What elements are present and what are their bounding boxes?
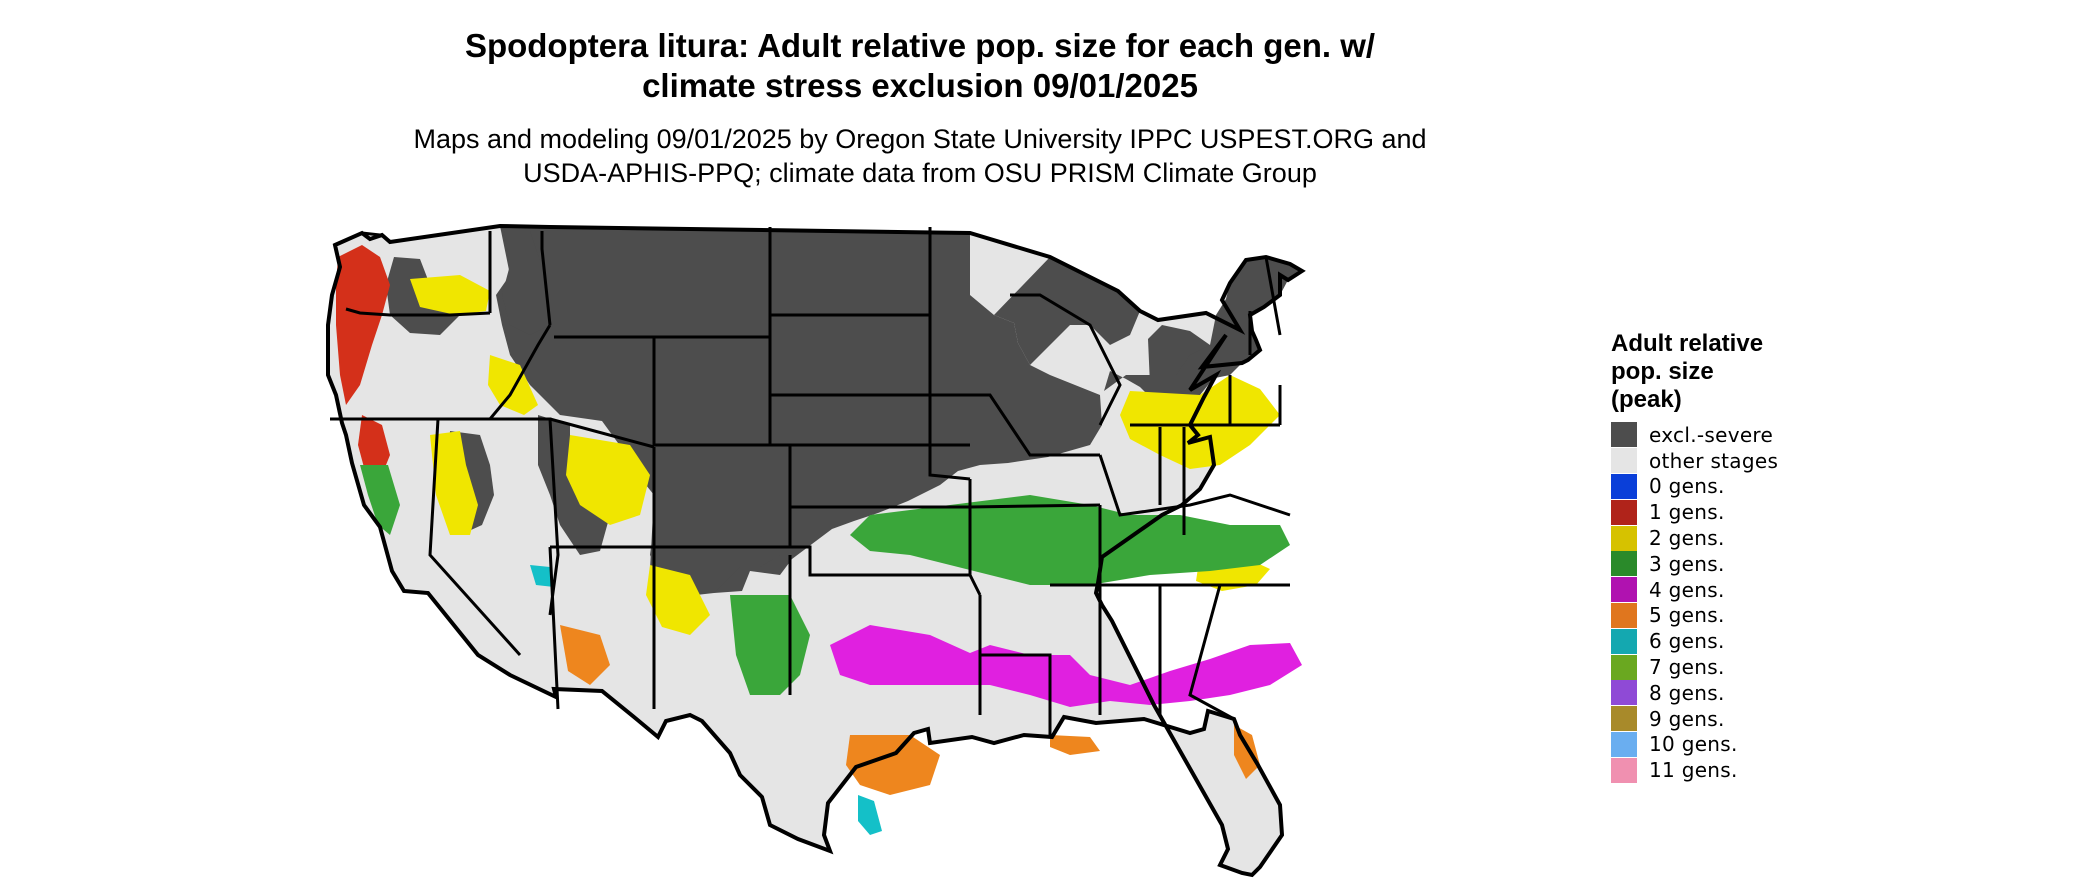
generation-4-zones xyxy=(830,625,1302,707)
legend-item: 7 gens. xyxy=(1611,654,1931,680)
gen6-zone-arizona xyxy=(530,565,554,587)
legend-label: 3 gens. xyxy=(1649,551,1725,576)
gen2-zone-washington xyxy=(410,275,490,315)
legend-item: 5 gens. xyxy=(1611,602,1931,629)
legend-swatch xyxy=(1611,602,1637,628)
legend-swatch xyxy=(1611,731,1637,757)
legend-swatch xyxy=(1611,551,1637,577)
excluded-region-new-england xyxy=(1104,257,1302,401)
legend-label: 8 gens. xyxy=(1649,680,1725,705)
legend-swatch xyxy=(1611,706,1637,732)
us-population-map xyxy=(326,223,1306,878)
legend-item: 3 gens. xyxy=(1611,551,1931,577)
legend-swatch xyxy=(1611,525,1637,551)
legend-label: 0 gens. xyxy=(1649,474,1725,499)
legend-item: 0 gens. xyxy=(1611,473,1931,500)
legend: Adult relative pop. size (peak) excl.-se… xyxy=(1611,330,1931,783)
legend-label: 10 gens. xyxy=(1649,732,1738,757)
legend-label: 11 gens. xyxy=(1649,758,1738,783)
gen2-zone-idaho xyxy=(488,355,538,415)
legend-item: excl.-severe xyxy=(1611,422,1931,448)
legend-title-line-2: pop. size xyxy=(1611,358,1714,385)
gen3-zone-central-valley xyxy=(360,465,400,535)
gen4-zone-southern-belt xyxy=(830,625,1302,707)
gen3-zone-mid-south xyxy=(850,495,1290,585)
legend-items: excl.-severe other stages 0 gens. 1 gens. 2 … xyxy=(1611,422,1931,783)
map-title-line-2: climate stress exclusion 09/01/2025 xyxy=(642,67,1198,104)
legend-label: 6 gens. xyxy=(1649,629,1725,654)
legend-item: 11 gens. xyxy=(1611,757,1931,783)
map-subtitle-line-1: Maps and modeling 09/01/2025 by Oregon S… xyxy=(413,124,1427,154)
legend-item: 1 gens. xyxy=(1611,499,1931,525)
legend-item: 6 gens. xyxy=(1611,628,1931,654)
legend-item: 2 gens. xyxy=(1611,525,1931,551)
legend-item: 10 gens. xyxy=(1611,731,1931,758)
legend-item: 8 gens. xyxy=(1611,680,1931,706)
legend-swatch xyxy=(1611,654,1637,680)
state-borders xyxy=(330,227,1291,735)
legend-label: 4 gens. xyxy=(1649,577,1725,602)
gen1-zone-pacific-northwest xyxy=(336,245,390,405)
legend-label: 9 gens. xyxy=(1649,706,1725,731)
gen6-zone-south-texas xyxy=(858,795,882,835)
legend-label: 1 gens. xyxy=(1649,500,1725,525)
legend-swatch xyxy=(1611,680,1637,706)
legend-swatch xyxy=(1611,422,1637,448)
legend-label: excl.-severe xyxy=(1649,422,1774,447)
gen2-zone-utah xyxy=(566,435,650,525)
gen5-zone-arizona xyxy=(560,625,610,685)
legend-title-line-1: Adult relative xyxy=(1611,330,1764,357)
legend-item: other stages xyxy=(1611,448,1931,474)
legend-title: Adult relative pop. size (peak) xyxy=(1611,330,1931,414)
legend-swatch xyxy=(1611,473,1637,499)
legend-swatch xyxy=(1611,757,1637,783)
excluded-region-northern-plains xyxy=(496,226,1102,593)
legend-label: other stages xyxy=(1649,448,1779,473)
legend-swatch xyxy=(1611,448,1637,474)
legend-swatch xyxy=(1611,577,1637,603)
legend-swatch xyxy=(1611,628,1637,654)
legend-label: 7 gens. xyxy=(1649,655,1725,680)
map-title-line-1: Spodoptera litura: Adult relative pop. s… xyxy=(464,27,1376,64)
gen5-zone-louisiana xyxy=(1050,735,1100,755)
legend-label: 5 gens. xyxy=(1649,603,1725,628)
border-lines-central xyxy=(768,227,1101,735)
gen5-zone-texas-gulf xyxy=(846,735,940,795)
legend-title-line-3: (peak) xyxy=(1611,386,1682,413)
gen2-zone-new-mexico xyxy=(646,565,710,635)
excluded-region-northern-idaho xyxy=(502,231,550,335)
legend-item: 9 gens. xyxy=(1611,706,1931,732)
gen2-zone-nevada xyxy=(430,431,478,535)
legend-item: 4 gens. xyxy=(1611,577,1931,603)
us-outline-border xyxy=(326,223,1306,878)
legend-label: 2 gens. xyxy=(1649,526,1725,551)
legend-swatch xyxy=(1611,499,1637,525)
generation-5-zones xyxy=(560,625,1260,795)
generation-6-zones xyxy=(530,565,882,835)
map-subtitle-line-2: USDA-APHIS-PPQ; climate data from OSU PR… xyxy=(523,158,1317,188)
